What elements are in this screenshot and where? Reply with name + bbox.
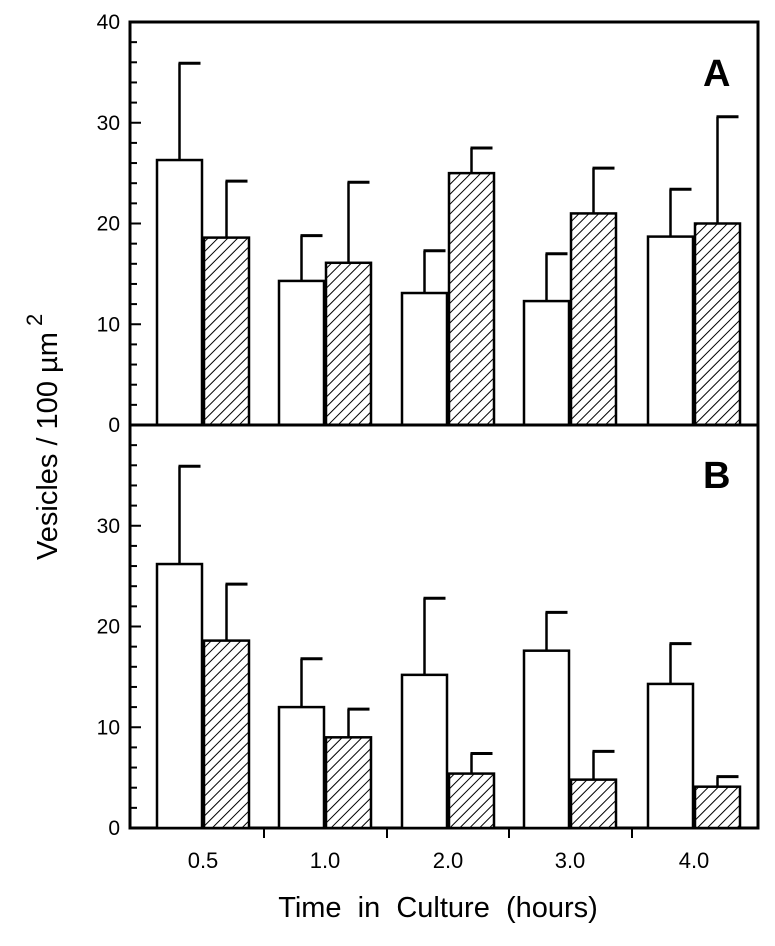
x-axis-title: Time in Culture (hours)	[278, 892, 598, 924]
y-tick-label: 0	[108, 817, 120, 840]
x-axis-tick-labels: 0.5 1.0 2.0 3.0 4.0	[188, 828, 710, 873]
x-tick-label: 2.0	[433, 848, 464, 873]
bar-open-0.5	[155, 562, 204, 830]
y-tick-label: 20	[97, 616, 120, 639]
bar-hatched-4.0	[693, 785, 742, 830]
bar-open-3.0	[522, 299, 571, 427]
x-tick-label: 3.0	[555, 848, 586, 873]
bar-open-0.5	[155, 158, 204, 427]
bar-hatched-0.5	[202, 236, 251, 427]
y-axis-title-text: Vesicles / 100 µm	[32, 332, 64, 560]
bar-hatched-2.0	[447, 171, 496, 427]
bar-open-2.0	[400, 291, 449, 427]
panel-a-bars	[155, 61, 742, 427]
bar-open-3.0	[522, 649, 571, 830]
panel-a: 0 10 20 30 40 A	[97, 11, 760, 437]
panel-b-label: B	[703, 455, 730, 497]
bar-open-1.0	[277, 279, 326, 427]
x-tick-label: 1.0	[310, 848, 341, 873]
bar-hatched-3.0	[569, 778, 618, 830]
x-tick-label: 0.5	[188, 848, 219, 873]
panel-b-bars	[155, 464, 742, 830]
y-tick-label: 30	[97, 515, 120, 538]
y-tick-label: 10	[97, 313, 120, 336]
bar-hatched-1.0	[324, 261, 373, 427]
bar-hatched-2.0	[447, 772, 496, 830]
bar-hatched-3.0	[569, 212, 618, 427]
y-tick-label: 30	[97, 112, 120, 135]
bar-hatched-4.0	[693, 222, 742, 427]
y-tick-label: 10	[97, 716, 120, 739]
bar-hatched-1.0	[324, 736, 373, 830]
bar-open-1.0	[277, 705, 326, 830]
y-axis-title-superscript: 2	[22, 314, 47, 326]
panel-a-y-ticks: 0 10 20 30 40	[97, 11, 141, 437]
bar-hatched-0.5	[202, 639, 251, 830]
bar-open-4.0	[646, 235, 695, 427]
bar-open-2.0	[400, 673, 449, 830]
bar-open-4.0	[646, 682, 695, 830]
y-tick-label: 0	[108, 414, 120, 437]
y-axis-title: Vesicles / 100 µm 2	[22, 314, 64, 560]
x-tick-label: 4.0	[679, 848, 710, 873]
y-tick-label: 20	[97, 213, 120, 236]
panel-a-label: A	[703, 53, 730, 95]
y-tick-label: 40	[97, 11, 120, 34]
panel-b: 0 10 20 30 B	[97, 423, 760, 840]
panel-b-y-ticks: 0 10 20 30	[97, 424, 141, 840]
